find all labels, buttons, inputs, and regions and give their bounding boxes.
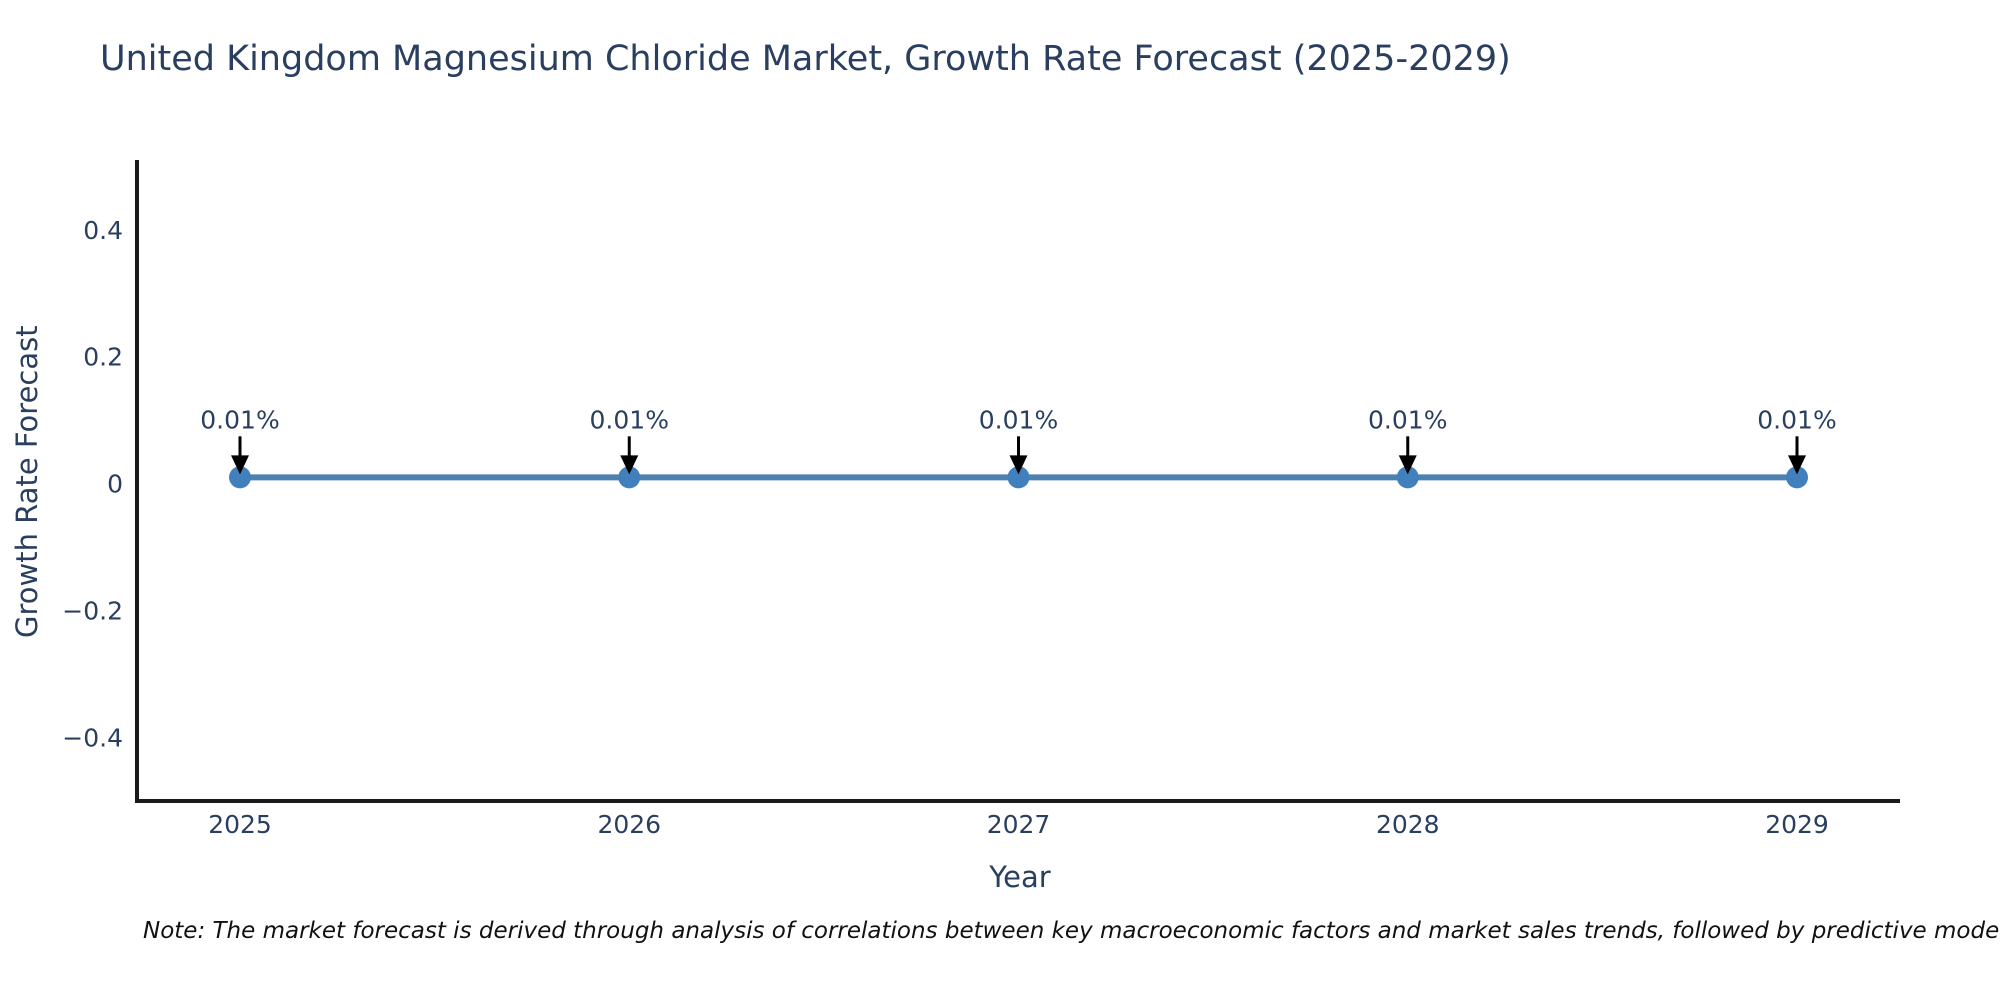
point-annotation: 0.01% [590,405,669,434]
x-tick-label: 2027 [987,810,1051,839]
y-tick-label: 0 [107,470,123,499]
y-axis-title: Growth Rate Forecast [10,325,44,638]
annotation-arrow-head [1788,455,1806,475]
data-point [1786,466,1808,489]
x-tick-label: 2029 [1765,810,1829,839]
data-point [618,466,641,489]
x-tick-label: 2026 [597,810,661,839]
point-annotation: 0.01% [200,405,279,434]
data-point [229,466,251,489]
x-axis-title: Year [989,860,1051,894]
data-point [1007,466,1030,489]
annotation-arrow-head [620,455,639,475]
point-annotation: 0.01% [979,405,1058,434]
y-tick-label: −0.2 [62,597,123,626]
annotation-arrow-head [1398,455,1417,475]
y-tick-label: 0.2 [83,343,123,372]
point-annotation: 0.01% [1757,405,1836,434]
x-tick-label: 2025 [208,810,272,839]
chart-title: United Kingdom Magnesium Chloride Market… [100,39,1511,79]
annotation-arrow-head [1009,455,1028,475]
footnote: Note: The market forecast is derived thr… [143,918,2000,944]
annotation-arrow-head [231,455,249,475]
data-point [1396,466,1419,489]
y-tick-label: 0.4 [83,216,123,245]
x-tick-label: 2028 [1376,810,1440,839]
point-annotation: 0.01% [1368,405,1447,434]
y-tick-label: −0.4 [62,724,123,753]
